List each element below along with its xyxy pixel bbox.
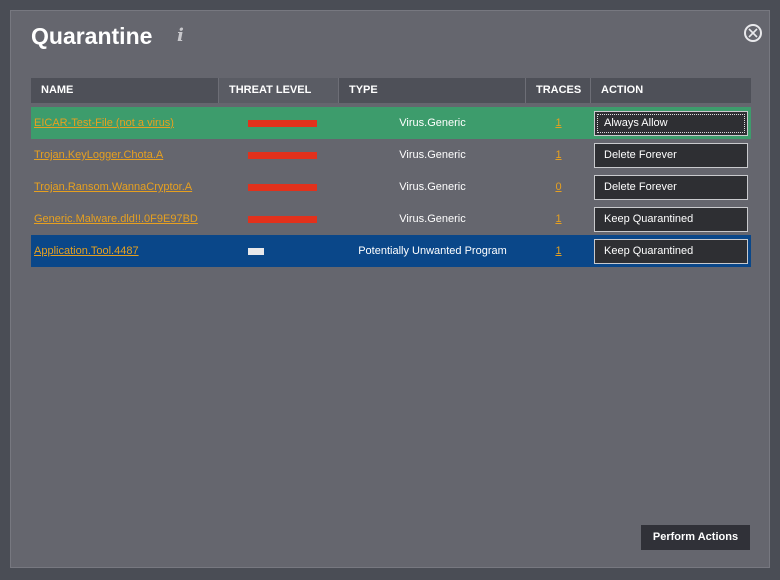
- action-cell: Delete Forever: [591, 142, 751, 168]
- threat-level-bar: [248, 151, 317, 159]
- traces-link[interactable]: 1: [555, 149, 562, 161]
- threat-level-cell: [219, 247, 339, 255]
- action-select[interactable]: Keep Quarantined: [594, 238, 748, 264]
- quarantine-table: NAME THREAT LEVEL TYPE TRACES ACTION EIC…: [31, 78, 751, 267]
- table-row[interactable]: Trojan.KeyLogger.Chota.A Virus.Generic 1…: [31, 139, 751, 171]
- threat-name-link[interactable]: Trojan.KeyLogger.Chota.A: [34, 149, 164, 161]
- threat-name-cell: Application.Tool.4487: [31, 245, 219, 257]
- info-icon[interactable]: i: [177, 25, 184, 46]
- column-header-type[interactable]: TYPE: [339, 78, 526, 103]
- threat-type: Virus.Generic: [399, 149, 466, 161]
- table-body: EICAR-Test-File (not a virus) Virus.Gene…: [31, 107, 751, 267]
- traces-link[interactable]: 0: [555, 181, 562, 193]
- threat-level-bar: [248, 215, 317, 223]
- action-select[interactable]: Keep Quarantined: [594, 206, 748, 232]
- threat-level-cell: [219, 183, 339, 191]
- threat-type: Virus.Generic: [399, 213, 466, 225]
- threat-name-cell: Trojan.Ransom.WannaCryptor.A: [31, 181, 219, 193]
- perform-actions-button[interactable]: Perform Actions: [641, 525, 750, 550]
- traces-cell: 1: [526, 213, 591, 225]
- threat-type: Potentially Unwanted Program: [358, 245, 507, 257]
- threat-name-link[interactable]: Application.Tool.4487: [34, 245, 139, 257]
- dialog-title: Quarantine: [31, 23, 153, 49]
- table-row[interactable]: Generic.Malware.dld!!.0F9E97BD Virus.Gen…: [31, 203, 751, 235]
- action-select[interactable]: Always Allow: [594, 110, 748, 136]
- threat-level-bar: [248, 183, 317, 191]
- action-select[interactable]: Delete Forever: [594, 174, 748, 200]
- threat-type: Virus.Generic: [399, 117, 466, 129]
- threat-name-cell: Trojan.KeyLogger.Chota.A: [31, 149, 219, 161]
- threat-name-link[interactable]: EICAR-Test-File (not a virus): [34, 117, 174, 129]
- traces-cell: 1: [526, 117, 591, 129]
- threat-name-link[interactable]: Generic.Malware.dld!!.0F9E97BD: [34, 213, 198, 225]
- threat-level-bar: [248, 119, 317, 127]
- threat-level-cell: [219, 151, 339, 159]
- column-header-threat-level[interactable]: THREAT LEVEL: [219, 78, 339, 103]
- table-row[interactable]: EICAR-Test-File (not a virus) Virus.Gene…: [31, 107, 751, 139]
- traces-link[interactable]: 1: [555, 245, 562, 257]
- threat-level-bar: [248, 247, 264, 255]
- threat-level-cell: [219, 215, 339, 223]
- column-header-action[interactable]: ACTION: [601, 84, 644, 96]
- threat-name-cell: Generic.Malware.dld!!.0F9E97BD: [31, 213, 219, 225]
- table-header: NAME THREAT LEVEL TYPE TRACES ACTION: [31, 78, 751, 103]
- column-header-name[interactable]: NAME: [31, 78, 219, 103]
- action-cell: Keep Quarantined: [591, 238, 751, 264]
- threat-type: Virus.Generic: [399, 181, 466, 193]
- traces-cell: 0: [526, 181, 591, 193]
- threat-name-cell: EICAR-Test-File (not a virus): [31, 117, 219, 129]
- traces-link[interactable]: 1: [555, 117, 562, 129]
- action-select[interactable]: Delete Forever: [594, 142, 748, 168]
- traces-cell: 1: [526, 149, 591, 161]
- action-cell: Delete Forever: [591, 174, 751, 200]
- table-row[interactable]: Application.Tool.4487 Potentially Unwant…: [31, 235, 751, 267]
- close-button[interactable]: [744, 24, 762, 42]
- traces-link[interactable]: 1: [555, 213, 562, 225]
- table-row[interactable]: Trojan.Ransom.WannaCryptor.A Virus.Gener…: [31, 171, 751, 203]
- quarantine-dialog: Quarantine i NAME THREAT LEVEL TYPE TRAC…: [10, 10, 770, 568]
- threat-level-cell: [219, 119, 339, 127]
- close-icon: [748, 28, 758, 38]
- column-header-traces[interactable]: TRACES: [526, 78, 591, 103]
- action-cell: Keep Quarantined: [591, 206, 751, 232]
- traces-cell: 1: [526, 245, 591, 257]
- threat-name-link[interactable]: Trojan.Ransom.WannaCryptor.A: [34, 181, 193, 193]
- action-cell: Always Allow: [591, 110, 751, 136]
